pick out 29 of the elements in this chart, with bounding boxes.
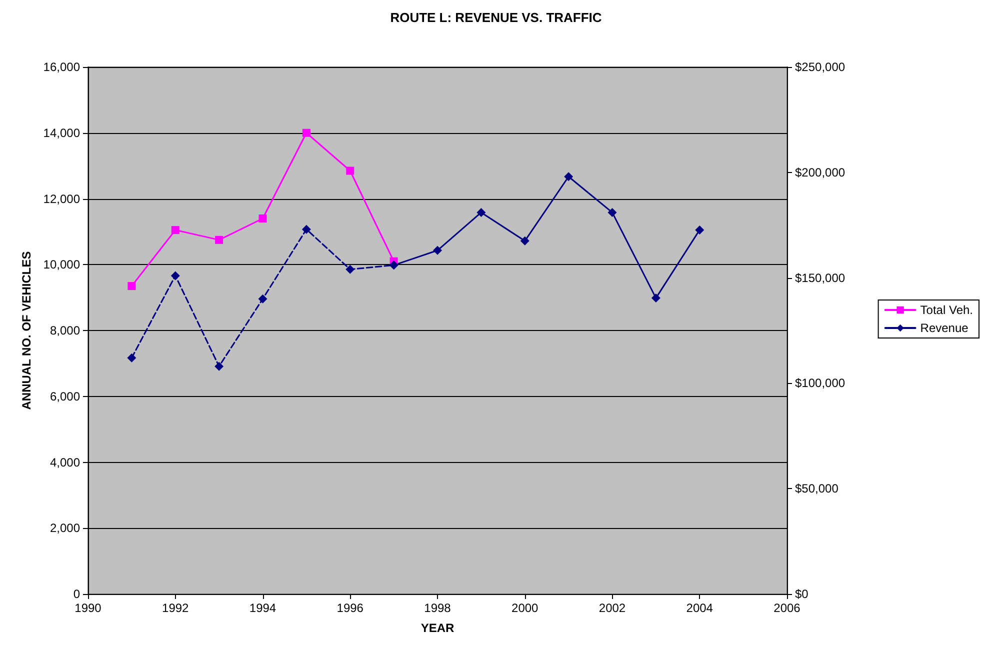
y2-tick-label: $150,000	[795, 270, 846, 285]
x-tick-label: 1998	[424, 601, 452, 615]
y-tick-label: 2,000	[50, 521, 80, 536]
y-tick-label: 8,000	[50, 324, 80, 338]
y-axis-title: ANNUAL NO. OF VEHICLES	[19, 251, 34, 410]
x-tick-label: 2002	[598, 601, 626, 615]
x-tick-label: 2004	[686, 601, 714, 615]
y2-tick-label: $200,000	[795, 165, 846, 180]
y2-tick-label: $50,000	[795, 482, 839, 496]
x-axis-title: YEAR	[420, 621, 454, 635]
legend-label: Revenue	[920, 321, 969, 335]
x-tick-label: 1990	[74, 601, 102, 615]
y-tick-label: 12,000	[43, 192, 80, 206]
chart-title: ROUTE L: REVENUE VS. TRAFFIC	[390, 10, 602, 25]
y2-tick-label: $0	[795, 587, 809, 601]
y-tick-label: 4,000	[50, 455, 80, 470]
y-tick-label: 10,000	[43, 258, 80, 272]
x-tick-label: 1996	[336, 601, 364, 615]
y2-tick-label: $100,000	[795, 376, 846, 390]
y-tick-label: 0	[73, 587, 80, 601]
y2-tick-label: $250,000	[795, 60, 846, 74]
x-tick-label: 1992	[162, 601, 190, 615]
y-tick-label: 6,000	[50, 389, 80, 404]
x-tick-label: 1994	[249, 601, 276, 615]
x-tick-label: 2000	[512, 601, 539, 615]
x-tick-label: 2006	[774, 601, 801, 615]
legend-label: Total Veh.	[920, 303, 974, 317]
y-tick-label: 16,000	[43, 60, 80, 74]
y-tick-label: 14,000	[43, 126, 80, 140]
